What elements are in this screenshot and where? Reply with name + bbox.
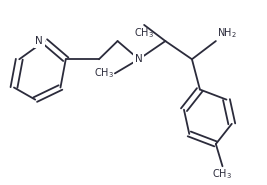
Text: NH$_2$: NH$_2$ [217, 26, 237, 40]
Text: CH$_3$: CH$_3$ [134, 26, 154, 40]
Text: N: N [135, 54, 143, 64]
Text: N: N [36, 36, 43, 46]
Text: CH$_3$: CH$_3$ [213, 167, 233, 181]
Text: CH$_3$: CH$_3$ [93, 66, 113, 80]
